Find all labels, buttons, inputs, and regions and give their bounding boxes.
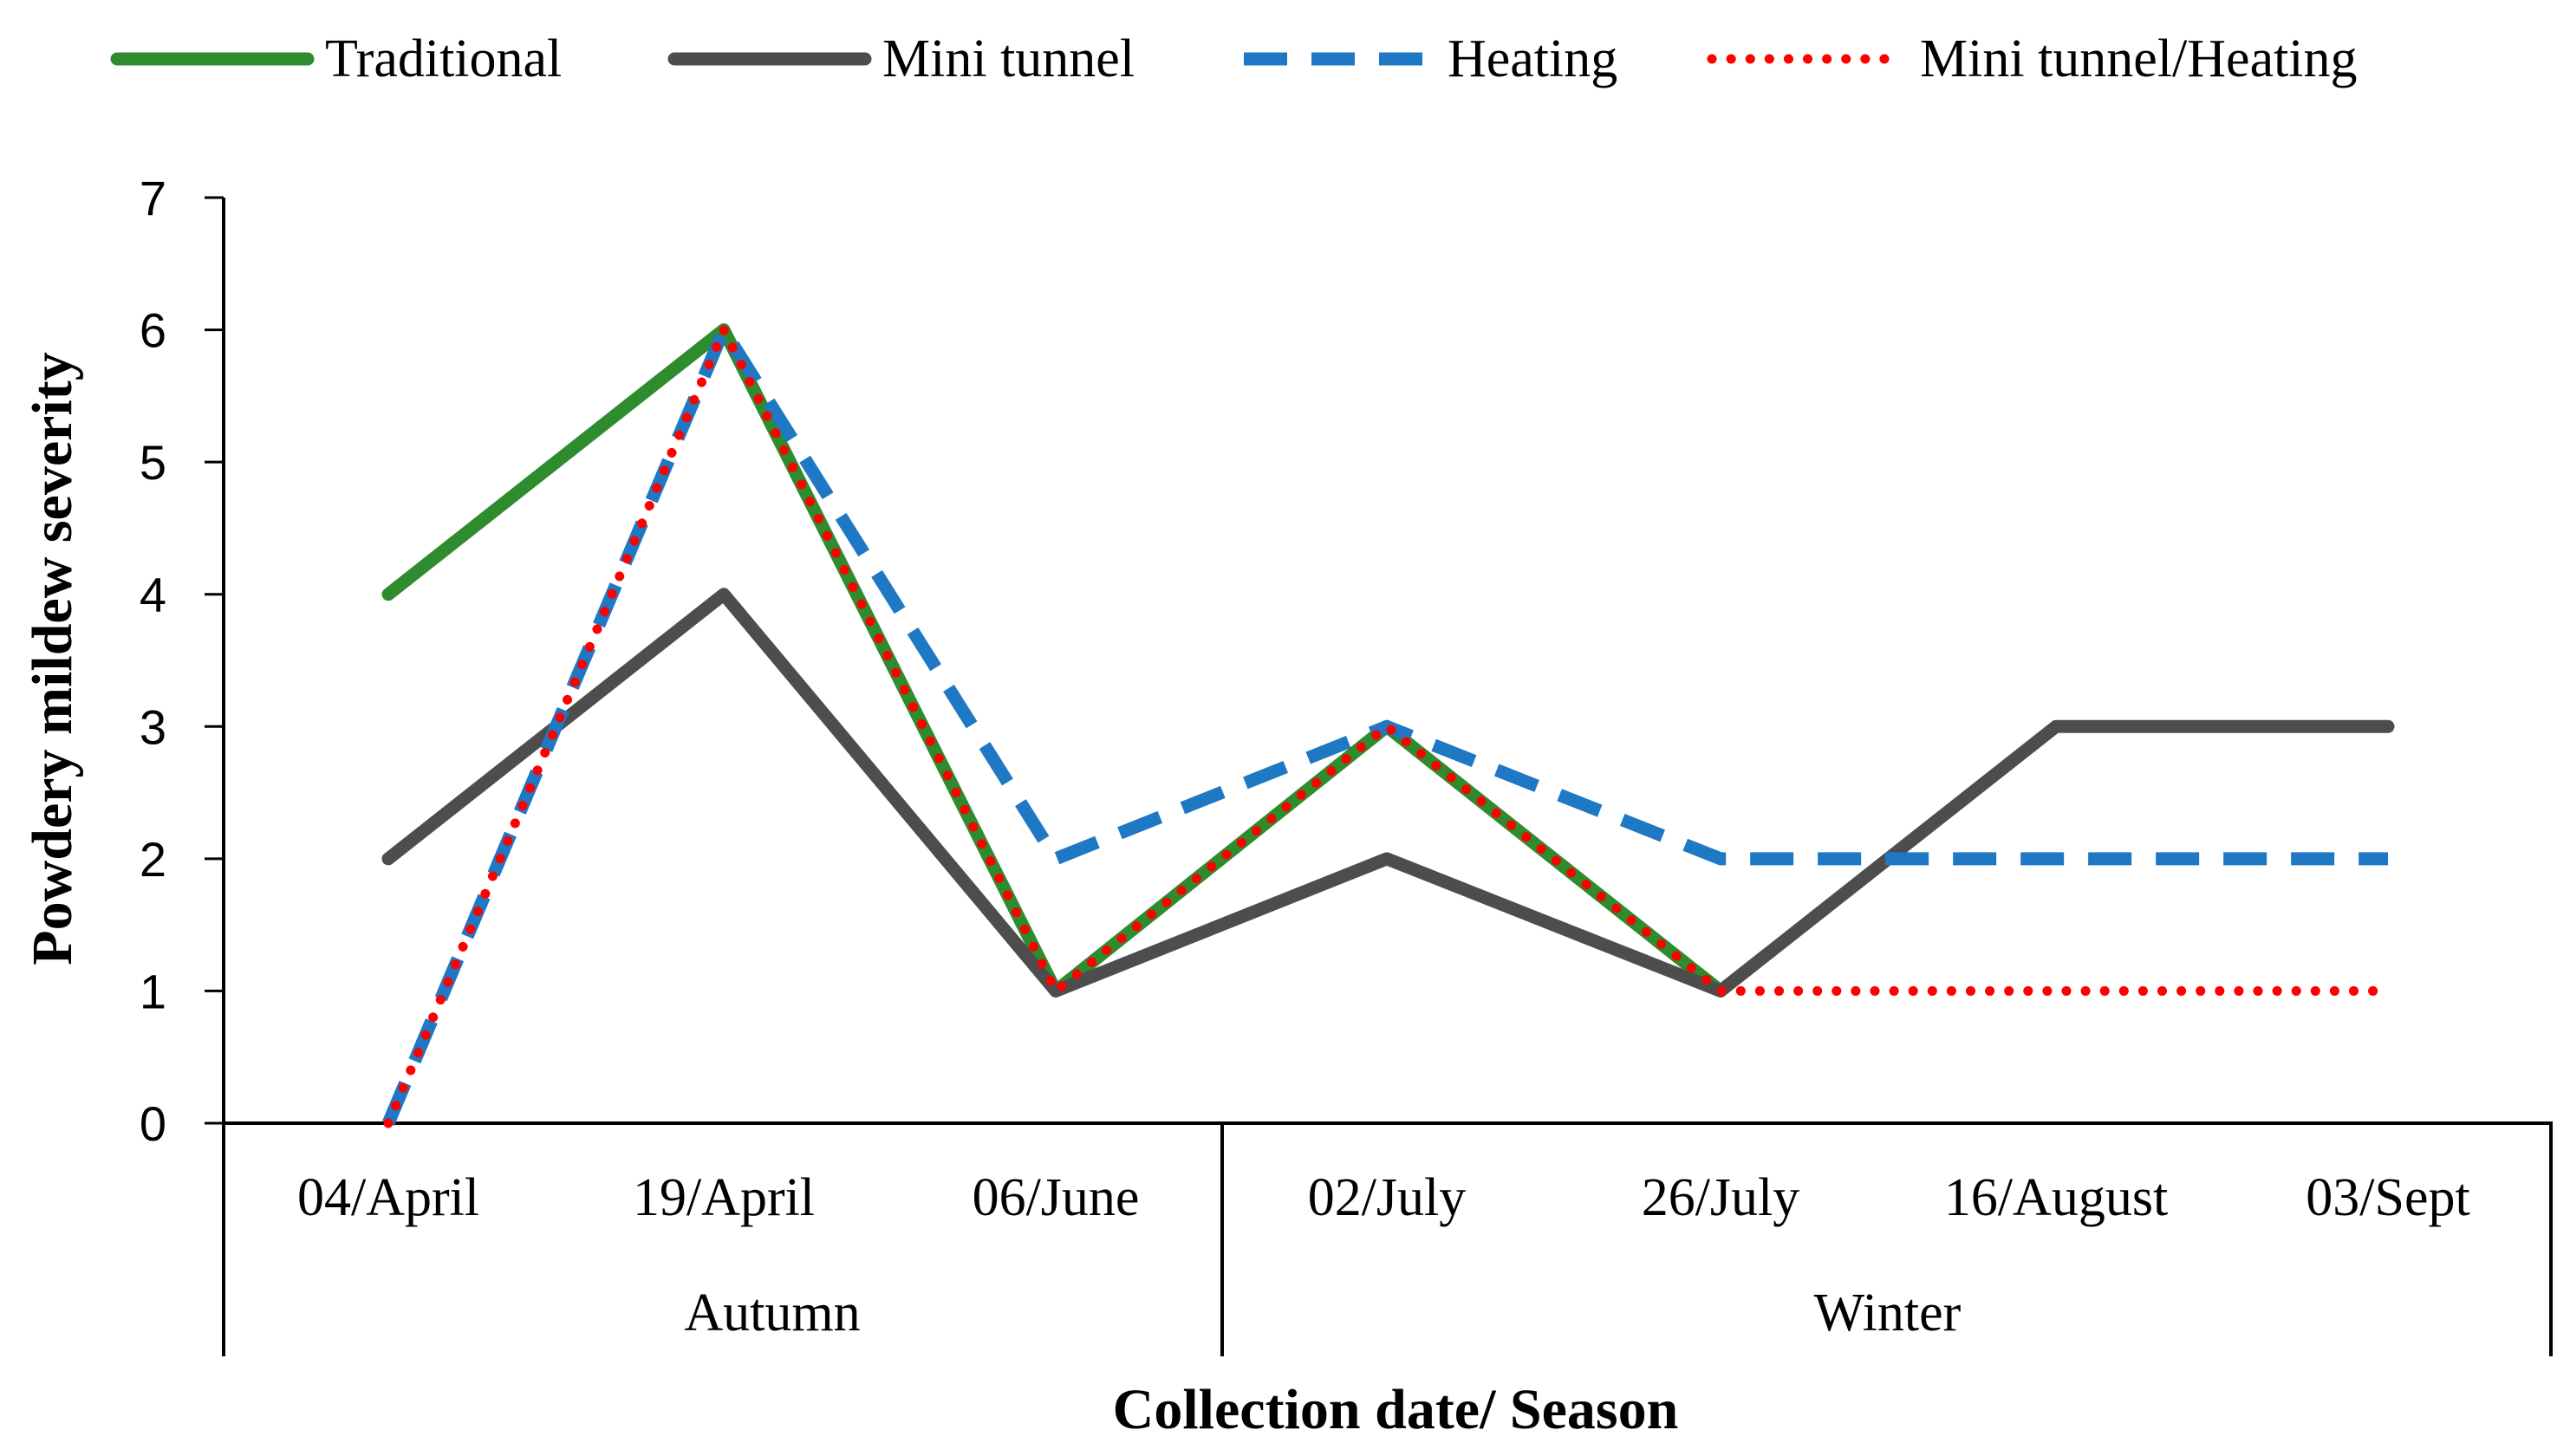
series-line-mini-tunnel-heating xyxy=(383,325,2393,1128)
x-tick-label: 16/August xyxy=(1944,1168,2168,1227)
group-label: Winter xyxy=(1814,1284,1962,1342)
y-axis-label: Powdery mildew severity xyxy=(21,352,84,965)
series-line-mini-tunnel xyxy=(381,588,2395,998)
y-tick-label: 5 xyxy=(140,435,166,490)
y-tick-label: 1 xyxy=(140,964,166,1018)
legend-label: Mini tunnel/Heating xyxy=(1920,29,2358,88)
y-tick-label: 7 xyxy=(140,171,166,225)
x-tick-label: 06/June xyxy=(973,1168,1140,1227)
x-tick-label: 02/July xyxy=(1308,1168,1467,1227)
y-tick-label: 6 xyxy=(140,303,166,358)
axis-labels: Powdery mildew severity Collection date/… xyxy=(21,352,1678,1441)
legend: Traditional Mini tunnel Heating Mini tunnel… xyxy=(110,29,2358,88)
series-line-heating xyxy=(382,323,2388,1126)
y-tick-label: 2 xyxy=(140,832,166,887)
legend-label: Heating xyxy=(1448,29,1617,88)
legend-label: Mini tunnel xyxy=(882,29,1135,88)
x-tick-label: 04/April xyxy=(297,1168,479,1227)
x-tick-label: 03/Sept xyxy=(2306,1168,2469,1227)
y-tick-label: 3 xyxy=(140,699,166,754)
x-tick-label: 26/July xyxy=(1642,1168,1800,1227)
x-tick-label: 19/April xyxy=(633,1168,815,1227)
axes: 0 1 2 3 4 5 6 7 04/April 19/April 06/June 02/July 26… xyxy=(140,171,2553,1356)
y-tick-label: 4 xyxy=(140,568,166,622)
legend-label: Traditional xyxy=(325,29,562,88)
series-layer xyxy=(381,323,2395,1128)
y-tick-label: 0 xyxy=(140,1096,166,1151)
x-axis-label: Collection date/ Season xyxy=(1113,1378,1679,1441)
group-label: Autumn xyxy=(684,1284,860,1342)
